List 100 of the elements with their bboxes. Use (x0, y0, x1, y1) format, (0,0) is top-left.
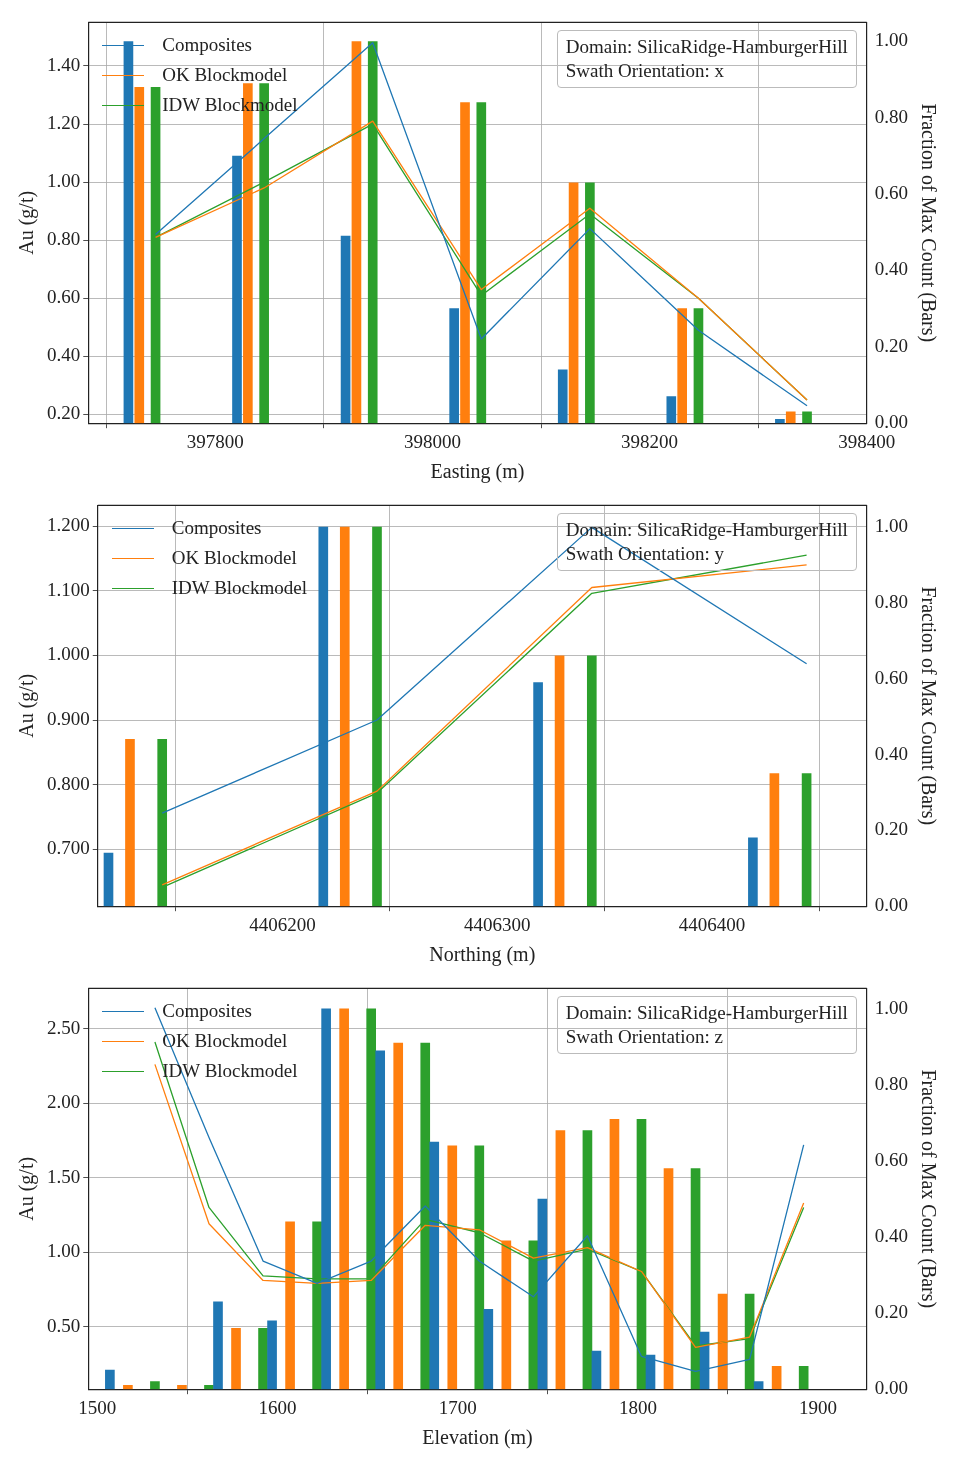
y-tick-label: 0.20 (47, 402, 81, 424)
x-axis-title: Elevation (m) (422, 1426, 533, 1450)
bar (677, 308, 687, 424)
y-tick-label: 1.100 (47, 578, 90, 600)
y-tick-label: 1.00 (47, 1240, 81, 1262)
bar (231, 1328, 241, 1390)
annotation: Swath Orientation: x (565, 59, 726, 84)
x-tick-label: 397800 (186, 430, 244, 452)
bar (801, 773, 812, 907)
y-tick-label: 1.20 (47, 112, 81, 134)
y2-tick-label: 0.00 (874, 1377, 908, 1399)
y2-tick-label: 1.00 (874, 996, 908, 1018)
y-axis-title: Au (g/t) (15, 1156, 39, 1221)
y-tick-label: 0.40 (47, 344, 81, 366)
y-tick-label: 0.50 (47, 1314, 81, 1336)
y2-tick-label: 0.80 (874, 1072, 908, 1094)
y-tick-label: 0.80 (47, 228, 81, 250)
y2-axis-title: Fraction of Max Count (Bars) (916, 1069, 940, 1309)
bar (554, 655, 565, 907)
y2-axis-title: Fraction of Max Count (Bars) (916, 586, 940, 826)
bar (125, 739, 135, 907)
bar (105, 1369, 115, 1390)
bar (150, 86, 161, 424)
y-tick-label: 0.800 (47, 772, 90, 794)
x-tick-label: 398200 (621, 430, 679, 452)
y2-tick-label: 0.60 (874, 1149, 908, 1171)
bar (103, 852, 114, 907)
bar (753, 1381, 764, 1390)
y-tick-label: 0.700 (47, 837, 90, 859)
bar (557, 369, 568, 424)
x-tick-label: 4406400 (678, 913, 746, 935)
y-axis-title: Au (g/t) (15, 673, 39, 738)
bar (693, 308, 704, 424)
y2-tick-label: 0.20 (874, 818, 908, 840)
x-tick-label: 4406300 (464, 913, 531, 935)
bar (771, 1366, 782, 1390)
x-tick-label: 1900 (799, 1396, 838, 1418)
y2-tick-label: 0.40 (874, 742, 908, 764)
y-tick-label: 2.50 (47, 1016, 81, 1038)
bar (769, 773, 780, 907)
y2-tick-label: 1.00 (874, 515, 908, 536)
y2-tick-label: 0.20 (874, 334, 908, 356)
x-axis-title: Northing (m) (429, 943, 536, 967)
y-tick-label: 1.50 (47, 1165, 81, 1187)
bar (258, 1328, 268, 1390)
legend-label: Composites (162, 999, 252, 1024)
bar (449, 308, 459, 424)
legend-label: OK Blockmodel (171, 546, 297, 571)
y2-tick-label: 0.00 (874, 411, 908, 433)
bar (802, 411, 812, 424)
y-tick-label: 2.00 (47, 1091, 81, 1113)
bar (177, 1385, 187, 1390)
legend-label: Composites (162, 33, 252, 58)
y2-tick-label: 0.40 (874, 1225, 908, 1247)
y-tick-label: 0.60 (47, 286, 81, 308)
x-tick-label: 4406200 (249, 913, 316, 935)
bar (340, 235, 351, 424)
bar (134, 86, 145, 424)
y-tick-label: 1.200 (47, 514, 90, 536)
y2-tick-label: 0.60 (874, 666, 908, 688)
bar (483, 1309, 494, 1390)
x-axis-title: Easting (m) (430, 460, 525, 484)
y-tick-label: 1.000 (47, 643, 90, 665)
legend-label: OK Blockmodel (162, 63, 288, 88)
y2-axis-title: Fraction of Max Count (Bars) (916, 103, 940, 343)
y-axis-title: Au (g/t) (15, 190, 39, 255)
x-tick-label: 398400 (838, 430, 896, 452)
y2-tick-label: 0.20 (874, 1301, 908, 1323)
bar (785, 411, 796, 424)
x-tick-label: 1600 (258, 1396, 297, 1418)
x-tick-label: 1700 (438, 1396, 477, 1418)
bar (591, 1350, 602, 1390)
y-tick-label: 1.00 (47, 170, 81, 192)
x-tick-label: 1500 (78, 1396, 117, 1418)
bar (204, 1385, 214, 1390)
annotation: Domain: SilicaRidge-HamburgerHill (565, 1001, 848, 1026)
bar (798, 1366, 809, 1390)
bar (666, 396, 677, 424)
bar (150, 1381, 160, 1390)
bar (748, 837, 758, 907)
y-tick-label: 1.40 (47, 53, 81, 75)
y2-tick-label: 0.00 (874, 894, 908, 916)
y2-tick-label: 0.80 (874, 590, 908, 612)
bar (267, 1320, 277, 1390)
annotation: Domain: SilicaRidge-HamburgerHill (565, 35, 848, 60)
bar (213, 1301, 223, 1390)
x-tick-label: 1800 (618, 1396, 657, 1418)
bar (775, 419, 785, 424)
annotation: Swath Orientation: z (565, 1025, 725, 1050)
legend-label: IDW Blockmodel (171, 576, 308, 601)
y2-tick-label: 0.40 (874, 258, 908, 280)
y2-tick-label: 0.60 (874, 182, 908, 204)
bar (123, 1385, 133, 1390)
bar (586, 655, 597, 907)
legend-label: Composites (171, 516, 262, 541)
y-tick-label: 0.900 (47, 708, 90, 730)
y2-tick-label: 0.80 (874, 105, 908, 127)
bar (533, 682, 543, 907)
y2-tick-label: 1.00 (874, 29, 908, 51)
x-tick-label: 398000 (403, 430, 461, 452)
